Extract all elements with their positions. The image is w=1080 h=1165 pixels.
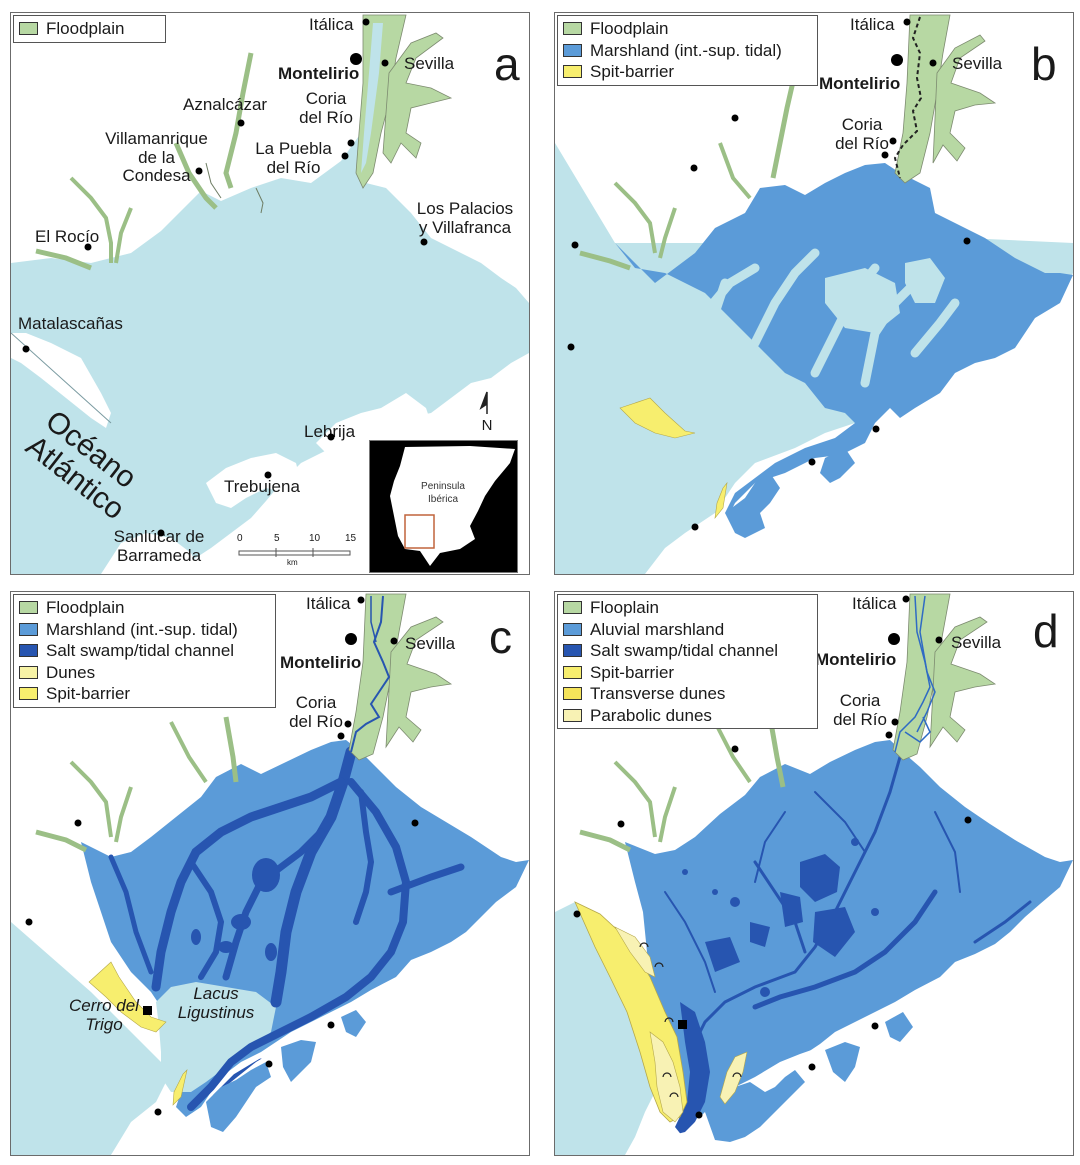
label-sevilla: Sevilla: [951, 633, 1002, 652]
legend-item-salt-swamp: Salt swamp/tidal channel: [19, 640, 269, 662]
legend-item-floodplain: Floodplain: [19, 597, 269, 619]
legend-d: Flooplain Aluvial marshland Salt swamp/t…: [557, 594, 818, 729]
floodplain-swatch: [19, 601, 38, 615]
panel-b: Floodplain Marshland (int.-sup. tidal) S…: [554, 12, 1074, 575]
settlement-dots-c: [25, 596, 419, 1116]
iberian-peninsula-shape: [390, 446, 515, 566]
legend-item-floodplain: Floodplain: [19, 18, 159, 40]
label-los-palacios: Los Palacios y Villafranca: [416, 199, 514, 237]
label-sevilla: Sevilla: [952, 54, 1003, 73]
panel-a: Floodplain a Itálica Montelirio Sevilla …: [10, 12, 530, 575]
map-a: [11, 14, 529, 574]
label-italica: Itálica: [309, 15, 354, 34]
label-italica: Itálica: [306, 594, 351, 613]
panel-c: Floodplain Marshland (int.-sup. tidal) S…: [10, 591, 530, 1156]
label-montelirio: Montelirio: [819, 74, 901, 93]
label-trebujena: Trebujena: [224, 477, 300, 496]
legend-item-spit-barrier: Spit-barrier: [563, 61, 811, 83]
legend-item-dunes: Dunes: [19, 662, 269, 684]
panel-d: Flooplain Aluvial marshland Salt swamp/t…: [554, 591, 1074, 1156]
settlement-dots-b: [567, 18, 971, 531]
settlement-dots-d: [573, 595, 972, 1119]
inset-map-iberia: Peninsula Ibérica: [369, 440, 518, 573]
legend-b: Floodplain Marshland (int.-sup. tidal) S…: [557, 15, 818, 86]
legend-item-floodplain: Floodplain: [563, 18, 811, 40]
legend-item-marshland: Marshland (int.-sup. tidal): [563, 40, 811, 62]
cerro-del-trigo-marker: [678, 1020, 687, 1029]
legend-item-parabolic-dunes: Parabolic dunes: [563, 705, 811, 727]
map-d: [555, 593, 1073, 1155]
panel-letter-a: a: [494, 38, 520, 90]
legend-item-marshland: Marshland (int.-sup. tidal): [19, 619, 269, 641]
label-coria-a: Coria del Río: [299, 89, 353, 127]
legend-a: Floodplain: [13, 15, 166, 43]
legend-item-aluvial-marshland: Aluvial marshland: [563, 619, 811, 641]
label-villamanrique: Villamanrique de la Condesa: [105, 129, 208, 186]
label-italica: Itálica: [850, 15, 895, 34]
panel-letter-b: b: [1031, 38, 1057, 90]
scale-bar-graphic: [238, 548, 351, 557]
label-italica: Itálica: [852, 594, 897, 613]
label-matalascanas: Matalascañas: [18, 314, 123, 333]
map-b: [555, 14, 1073, 574]
label-coria-d: Coria del Río: [833, 691, 887, 729]
floodplain-swatch: [563, 22, 582, 36]
marshland-swatch: [19, 622, 38, 636]
legend-c: Floodplain Marshland (int.-sup. tidal) S…: [13, 594, 276, 708]
panel-letter-c: c: [489, 611, 512, 663]
north-arrow-icon: [479, 391, 488, 414]
north-arrow: N: [477, 391, 497, 434]
legend-item-salt-swamp: Salt swamp/tidal channel: [563, 640, 811, 662]
floodplain-swatch: [563, 601, 582, 615]
spit-barrier-swatch: [19, 687, 38, 701]
cerro-del-trigo-marker: [143, 1006, 152, 1015]
dunes-swatch: [19, 665, 38, 679]
label-coria-c: Coria del Río: [289, 693, 343, 731]
label-la-puebla: La Puebla del Río: [255, 139, 332, 177]
label-lebrija: Lebrija: [304, 422, 356, 441]
spit-barrier-swatch: [563, 65, 582, 79]
label-montelirio: Montelirio: [815, 650, 897, 669]
label-montelirio: Montelirio: [280, 653, 362, 672]
inset-label: Peninsula Ibérica: [421, 481, 465, 505]
label-aznalcazar: Aznalcázar: [183, 95, 268, 114]
legend-item-spit-barrier: Spit-barrier: [19, 683, 269, 705]
settlement-dots-a: [22, 18, 428, 537]
salt-swamp-swatch: [19, 644, 38, 658]
legend-item-floodplain: Flooplain: [563, 597, 811, 619]
label-lacus-ligustinus: Lacus Ligustinus: [177, 984, 255, 1022]
panel-letter-d: d: [1033, 605, 1059, 657]
legend-item-spit-barrier: Spit-barrier: [563, 662, 811, 684]
label-sevilla: Sevilla: [404, 54, 455, 73]
label-el-rocio: El Rocío: [35, 227, 100, 246]
label-sanlucar: Sanlúcar de Barrameda: [113, 527, 205, 565]
scale-bar: 0 5 10 15 km: [237, 533, 357, 574]
spit-barrier-swatch: [563, 665, 582, 679]
label-cerro-del-trigo: Cerro del Trigo: [69, 996, 139, 1034]
transverse-dunes-swatch: [563, 687, 582, 701]
label-coria-b: Coria del Río: [835, 115, 889, 153]
floodplain-swatch: [19, 22, 38, 36]
marshland-swatch: [563, 43, 582, 57]
salt-swamp-swatch: [563, 644, 582, 658]
aluvial-marshland-swatch: [563, 622, 582, 636]
legend-item-transverse-dunes: Transverse dunes: [563, 683, 811, 705]
parabolic-dunes-swatch: [563, 708, 582, 722]
label-montelirio: Montelirio: [278, 64, 360, 83]
label-sevilla: Sevilla: [405, 634, 456, 653]
